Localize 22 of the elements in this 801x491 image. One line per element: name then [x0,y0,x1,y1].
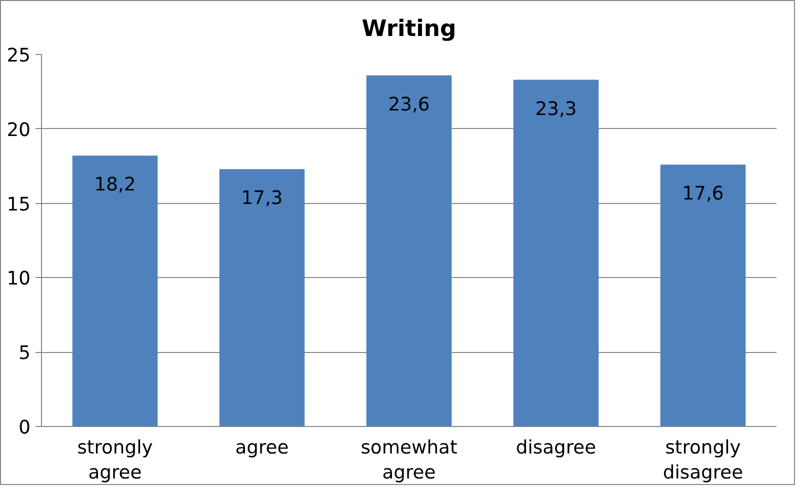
x-tick-label: disagree [516,438,596,458]
bar [72,156,158,426]
x-tick-label: strongly agree [77,438,153,484]
data-label: 18,2 [94,174,136,196]
x-tick-label: somewhat agree [360,438,458,484]
bar [219,169,305,426]
y-tick-label: 5 [18,343,31,364]
chart-title: Writing [362,16,456,42]
data-label: 17,6 [682,184,724,205]
y-tick-label: 15 [6,194,31,216]
y-tick-label: 25 [6,46,31,66]
data-label: 23,6 [388,94,430,116]
x-tick-label: strongly disagree [662,438,744,484]
x-tick-label: agree [235,438,289,458]
y-tick-label: 0 [18,418,31,438]
data-label: 23,3 [535,98,577,120]
bar [366,75,452,426]
y-tick-label: 10 [6,268,31,290]
y-tick-label: 20 [6,120,31,141]
bar [660,164,746,426]
data-label: 17,3 [241,188,283,210]
bar [513,80,599,426]
